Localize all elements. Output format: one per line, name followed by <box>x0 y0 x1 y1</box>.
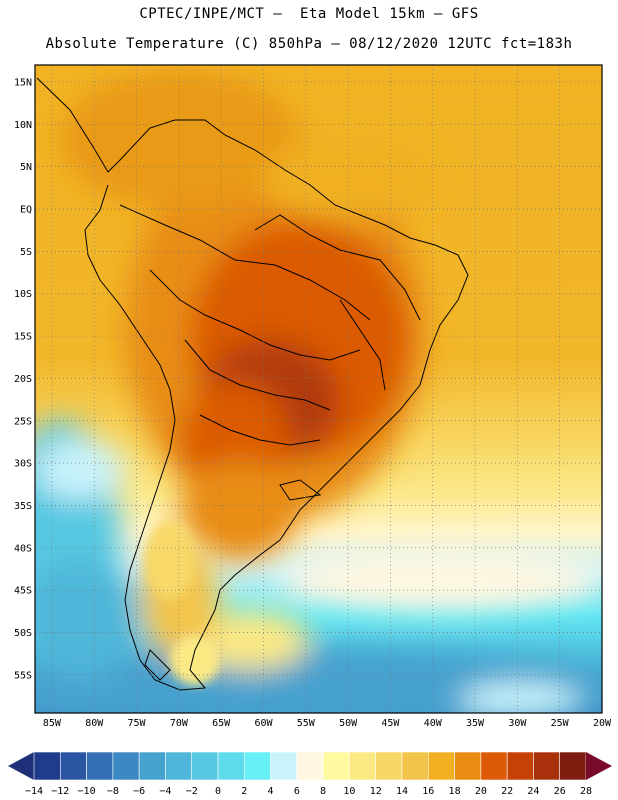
colorbar-tick-label: 26 <box>554 786 566 797</box>
lon-label: 25W <box>551 718 570 729</box>
colorbar-tick-label: 24 <box>527 786 539 797</box>
lon-label: 70W <box>170 718 189 729</box>
colorbar-tick-label: −8 <box>107 786 119 797</box>
lon-label: 65W <box>212 718 231 729</box>
lat-label: 50S <box>14 628 32 639</box>
lon-label: 35W <box>466 718 485 729</box>
colorbar-box <box>559 751 587 781</box>
colorbar-tick-label: 28 <box>580 786 592 797</box>
colorbar-box <box>533 751 561 781</box>
colorbar-box <box>33 751 61 781</box>
colorbar-under-arrow <box>8 752 34 780</box>
latitude-labels: 15N 10N 5N EQ 5S 10S 15S 20S 25S 30S 35S 40S 45S 50S 5… <box>14 77 32 681</box>
colorbar-tick-label: 2 <box>241 786 247 797</box>
colorbar-tick-label: 10 <box>343 786 355 797</box>
lat-label: 10N <box>14 120 32 131</box>
colorbar-box <box>217 751 245 781</box>
lat-label: 5S <box>20 247 32 258</box>
lat-label: 55S <box>14 670 32 681</box>
lon-label: 40W <box>424 718 443 729</box>
title-line-1: CPTEC/INPE/MCT – Eta Model 15km – GFS <box>139 6 479 22</box>
colorbar-tick-label: −12 <box>51 786 69 797</box>
colorbar-box <box>375 751 403 781</box>
colorbar-box <box>322 751 350 781</box>
colorbar-box <box>401 751 429 781</box>
colorbar-tick-label: 8 <box>320 786 326 797</box>
colorbar-tick-label: 12 <box>370 786 382 797</box>
grid-lines <box>35 65 603 713</box>
title-line-2: Absolute Temperature (C) 850hPa – 08/12/… <box>45 36 573 52</box>
colorbar-box <box>480 751 508 781</box>
colorbar-box <box>191 751 219 781</box>
colorbar-tick-labels: −14 −12 −10 −8 −6 −4 −2 0 2 4 6 8 10 12 14 16 18 20 22 24 26… <box>25 786 592 797</box>
colorbar-tick-label: −2 <box>186 786 198 797</box>
colorbar-box <box>454 751 482 781</box>
colorbar-box <box>86 751 114 781</box>
colorbar-tick-label: 4 <box>268 786 274 797</box>
colorbar-tick-label: 18 <box>449 786 461 797</box>
colorbar-box <box>112 751 140 781</box>
colorbar-tick-label: 16 <box>422 786 434 797</box>
colorbar-tick-label: 20 <box>475 786 487 797</box>
coastline <box>36 77 469 691</box>
lon-label: 20W <box>593 718 612 729</box>
colorbar-tick-label: 6 <box>294 786 300 797</box>
colorbar-box <box>59 751 87 781</box>
lat-label: 15N <box>14 77 32 88</box>
colorbar-box <box>349 751 377 781</box>
colorbar-tick-label: −14 <box>25 786 43 797</box>
longitude-labels: 85W 80W 75W 70W 65W 60W 55W 50W 45W 40W 35W 30W 25W 2… <box>43 718 612 729</box>
colorbar-tick-label: 0 <box>215 786 221 797</box>
lon-label: 30W <box>508 718 527 729</box>
lon-label: 60W <box>254 718 273 729</box>
colorbar-boxes <box>33 751 587 781</box>
colorbar-tick-label: −4 <box>159 786 171 797</box>
colorbar-box <box>243 751 271 781</box>
lon-label: 75W <box>128 718 147 729</box>
map-frame <box>34 64 603 714</box>
lon-label: 50W <box>339 718 358 729</box>
colorbar-box <box>138 751 166 781</box>
lat-label: 30S <box>14 459 32 470</box>
lon-label: 80W <box>85 718 104 729</box>
lat-label: 20S <box>14 374 32 385</box>
lat-label: EQ <box>20 205 32 216</box>
lat-label: 10S <box>14 289 32 300</box>
colorbar-box <box>506 751 534 781</box>
lat-label: 15S <box>14 332 32 343</box>
colorbar-box <box>296 751 324 781</box>
lon-label: 85W <box>43 718 62 729</box>
colorbar-tick-label: 22 <box>501 786 513 797</box>
colorbar-box <box>427 751 455 781</box>
lat-label: 45S <box>14 586 32 597</box>
temperature-field <box>35 65 602 713</box>
colorbar-over-arrow <box>586 752 612 780</box>
colorbar-box <box>270 751 298 781</box>
colorbar-tick-label: −10 <box>78 786 96 797</box>
lon-label: 45W <box>381 718 400 729</box>
colorbar-tick-label: −6 <box>133 786 145 797</box>
colorbar-box <box>165 751 193 781</box>
colorbar-tick-label: 14 <box>396 786 408 797</box>
lon-label: 55W <box>297 718 316 729</box>
lat-label: 25S <box>14 416 32 427</box>
lat-label: 5N <box>20 162 32 173</box>
lat-label: 40S <box>14 543 32 554</box>
lat-label: 35S <box>14 501 32 512</box>
